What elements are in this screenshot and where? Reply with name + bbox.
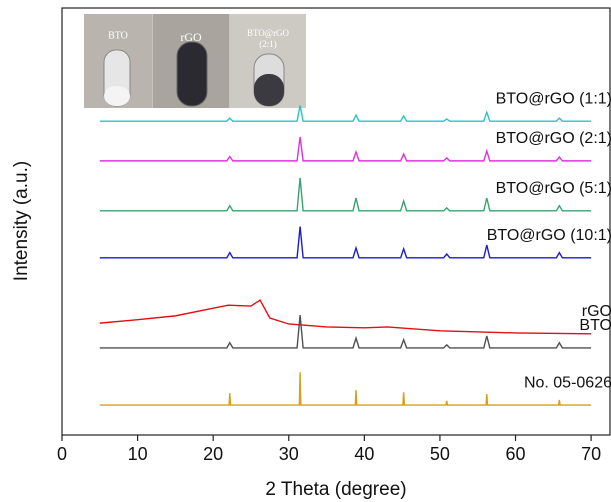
x-tick-label: 50 — [430, 444, 450, 464]
y-axis-title: Intensity (a.u.) — [11, 161, 32, 281]
series-label: BTO@rGO (1:1) — [496, 90, 611, 107]
inset-label: BTO — [108, 30, 128, 41]
x-axis-title: 2 Theta (degree) — [265, 479, 406, 500]
inset-photo: BTO rGO BTO@rGO (2:1) — [84, 14, 306, 108]
inset-label: BTO@rGO — [247, 28, 290, 38]
series-line — [99, 314, 592, 349]
series-label: rGO — [582, 303, 611, 320]
x-tick-label: 60 — [506, 444, 526, 464]
tube — [176, 41, 208, 107]
series-label: No. 05-0626 — [524, 374, 611, 391]
inset-label: (2:1) — [259, 39, 277, 49]
x-tick-label: 20 — [203, 444, 223, 464]
series-label: BTO@rGO (2:1) — [496, 130, 611, 147]
series-line — [99, 136, 592, 162]
series-line — [99, 299, 592, 335]
inset-label: rGO — [180, 30, 202, 44]
x-tick-label: 0 — [57, 444, 67, 464]
series-label: BTO@rGO (10:1) — [487, 227, 611, 244]
series-line — [99, 177, 592, 212]
series-label: BTO — [579, 317, 611, 334]
series-label: BTO@rGO (5:1) — [496, 180, 611, 197]
plot-frame — [61, 7, 611, 436]
series-line — [99, 226, 592, 259]
x-tick-label: 40 — [354, 444, 374, 464]
tube-sediment — [104, 86, 130, 106]
x-tick-label: 30 — [279, 444, 299, 464]
series-line — [99, 372, 592, 406]
x-tick-label: 70 — [581, 444, 601, 464]
x-tick-label: 10 — [128, 444, 148, 464]
tube-sediment — [254, 74, 284, 106]
series-line — [99, 105, 592, 122]
